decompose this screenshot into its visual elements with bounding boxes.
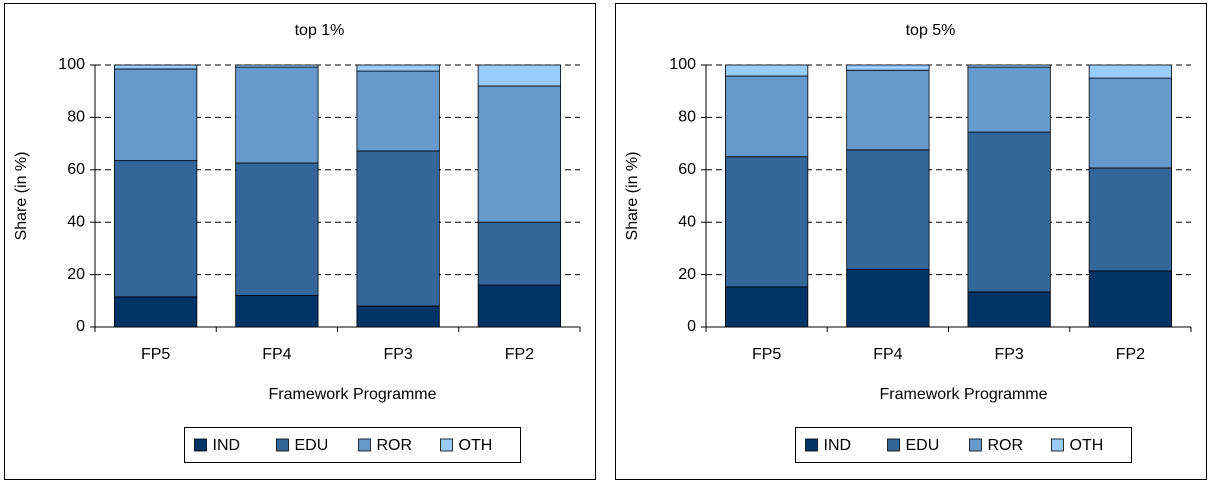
bar-segment [477, 221, 561, 286]
x-tick-label: FP5 [752, 346, 781, 363]
legend-label: OTH [459, 437, 493, 454]
legend-label: EDU [295, 437, 329, 454]
bar-segment [235, 295, 319, 328]
bar-segment [235, 66, 319, 164]
x-tick-label: FP2 [1116, 346, 1145, 363]
bar-segment [846, 64, 930, 71]
x-tick-label: FP4 [262, 346, 291, 363]
x-tick-label: FP2 [505, 346, 534, 363]
x-tick-label: FP3 [994, 346, 1023, 363]
legend-label: IND [824, 437, 852, 454]
bar-segment [114, 64, 198, 70]
legend-label: EDU [906, 437, 940, 454]
bar-segment [846, 69, 930, 151]
legend-label: ROR [377, 437, 413, 454]
y-tick-label: 100 [58, 56, 85, 73]
y-tick-label: 40 [67, 213, 85, 230]
bar-segment [725, 286, 809, 328]
legend-swatch [805, 438, 818, 452]
y-tick-label: 100 [669, 56, 696, 73]
bar-segment [846, 268, 930, 328]
legend-swatch [887, 438, 900, 452]
legend-box [795, 427, 1132, 463]
bar-segment [114, 160, 198, 298]
chart-title: top 1% [295, 22, 345, 39]
legend-label: ROR [988, 437, 1024, 454]
y-tick-label: 0 [687, 318, 696, 335]
bar-segment [846, 149, 930, 270]
chart-panel: top 1% Share (in %) Framework Programme 0 20… [4, 3, 596, 480]
x-tick-label: FP3 [383, 346, 412, 363]
chart-title: top 5% [906, 22, 956, 39]
bar-segment [356, 70, 440, 152]
chart-panel: top 5% Share (in %) Framework Programme 0 20… [615, 3, 1207, 480]
bar-segment [235, 64, 319, 68]
bar-segment [114, 68, 198, 162]
y-axis-label: Share (in %) [13, 152, 30, 241]
legend-label: IND [213, 437, 241, 454]
bar-segment [477, 64, 561, 87]
bar-segment [967, 66, 1051, 133]
legend-label: OTH [1070, 437, 1104, 454]
y-tick-label: 80 [678, 109, 696, 126]
legend-swatch [194, 438, 207, 452]
bar-segment [967, 291, 1051, 328]
bar-segment [1088, 64, 1173, 79]
bar-segment [477, 284, 561, 328]
y-tick-label: 80 [67, 109, 85, 126]
bar-segment [1088, 270, 1173, 328]
bar-segment [725, 75, 809, 158]
x-tick-label: FP5 [141, 346, 170, 363]
bar-segment [356, 305, 440, 328]
legend-swatch [440, 438, 453, 452]
y-tick-label: 20 [678, 266, 696, 283]
bar-segment [967, 131, 1051, 293]
bar-segment [1088, 167, 1173, 272]
y-axis-label: Share (in %) [624, 152, 641, 241]
x-axis-label: Framework Programme [879, 386, 1047, 403]
bar-segment [356, 150, 440, 307]
bar-segment [725, 64, 809, 77]
legend-swatch [358, 438, 371, 452]
x-axis-label: Framework Programme [268, 386, 436, 403]
bar-segment [114, 296, 198, 328]
bar-segment [235, 162, 319, 296]
y-tick-label: 40 [678, 213, 696, 230]
legend-swatch [276, 438, 289, 452]
bar-segment [1088, 77, 1173, 169]
bar-segment [967, 64, 1051, 68]
legend-swatch [1051, 438, 1064, 452]
bar-segment [477, 85, 561, 223]
legend-swatch [969, 438, 982, 452]
bar-segment [356, 64, 440, 72]
bar-segment [725, 156, 809, 288]
y-tick-label: 60 [678, 161, 696, 178]
legend-box [184, 427, 521, 463]
x-tick-label: FP4 [873, 346, 902, 363]
y-tick-label: 20 [67, 266, 85, 283]
y-tick-label: 0 [76, 318, 85, 335]
y-tick-label: 60 [67, 161, 85, 178]
